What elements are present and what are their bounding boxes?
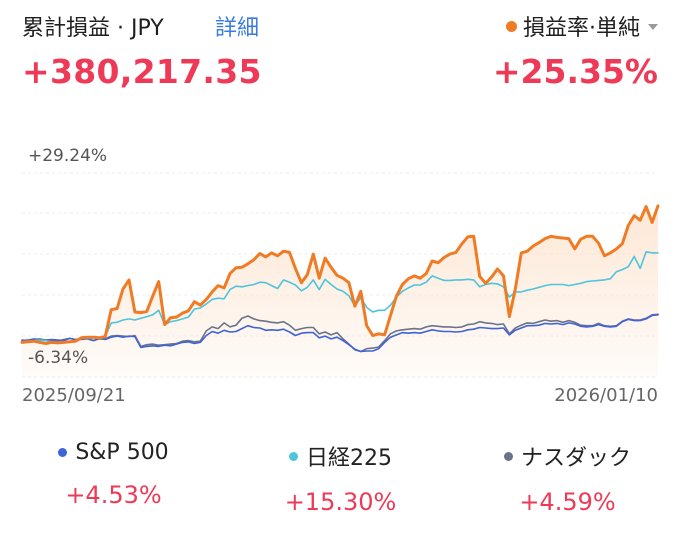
y-axis-min-label: -6.34%: [28, 348, 89, 368]
series-line-nikkei: [21, 251, 659, 344]
y-axis-max-label: +29.24%: [28, 146, 108, 166]
sp500-dot-icon: [58, 448, 68, 457]
rate-mode-label: 損益率·単純: [523, 16, 640, 41]
rate-mode-dropdown[interactable]: 損益率·単純: [506, 10, 658, 42]
nasdaq-dot-icon: [503, 451, 513, 461]
legend-value-nikkei: +15.30%: [284, 488, 397, 516]
nikkei-dot-icon: [289, 451, 298, 461]
section-title: 累計損益 · JPY: [22, 16, 164, 41]
return-rate-value: +25.35%: [492, 52, 658, 91]
series-line-sp500: [21, 313, 659, 353]
legend-value-sp500: +4.53%: [65, 481, 162, 509]
detail-link[interactable]: 詳細: [215, 16, 260, 41]
portfolio-area-fill: [22, 205, 658, 377]
legend-nikkei[interactable]: 日経225 +15.30%: [227, 440, 454, 516]
legend-nasdaq[interactable]: ナスダック +4.59%: [454, 440, 680, 516]
legend-value-nasdaq: +4.59%: [519, 488, 616, 516]
total-pnl-value: +380,217.35: [22, 52, 262, 91]
legend-label-nasdaq: ナスダック: [520, 446, 631, 471]
x-axis-end-label: 2026/01/10: [554, 385, 658, 406]
legend-label-nikkei: 日経225: [306, 446, 392, 471]
series-line-portfolio: [20, 204, 660, 345]
legend-label-sp500: S&P 500: [75, 440, 169, 465]
portfolio-dot-icon: [506, 20, 517, 32]
x-axis-start-label: 2025/09/21: [22, 385, 126, 406]
dropdown-caret-icon: [648, 24, 658, 30]
legend-sp500[interactable]: S&P 500 +4.53%: [0, 440, 227, 509]
